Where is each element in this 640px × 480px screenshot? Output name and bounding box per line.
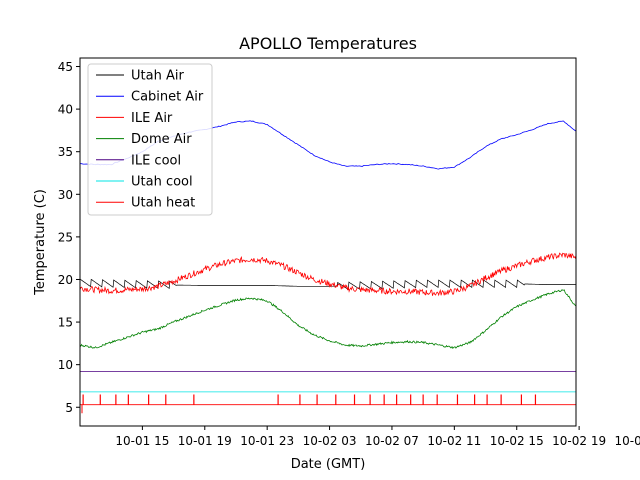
y-tick-label: 5 bbox=[65, 401, 73, 415]
x-tick-label: 10-01 23 bbox=[240, 434, 294, 448]
y-axis-label: Temperature (C) bbox=[33, 189, 48, 296]
x-tick-label: 10-02 15 bbox=[490, 434, 544, 448]
x-tick-label: 10-01 19 bbox=[178, 434, 232, 448]
legend-label: ILE Air bbox=[131, 111, 173, 126]
y-tick-label: 25 bbox=[58, 230, 73, 244]
x-tick-label: 10-02 23 bbox=[615, 434, 640, 448]
y-tick-label: 15 bbox=[58, 316, 73, 330]
legend-label: Utah heat bbox=[131, 196, 195, 211]
y-tick-label: 40 bbox=[58, 103, 73, 117]
x-tick-label: 10-02 03 bbox=[303, 434, 357, 448]
y-tick-label: 35 bbox=[58, 145, 73, 159]
axes-frame bbox=[79, 57, 577, 427]
legend-box bbox=[87, 63, 213, 216]
y-tick-label: 45 bbox=[58, 60, 73, 74]
legend-label: Utah cool bbox=[131, 175, 193, 190]
legend-label: Utah Air bbox=[131, 69, 184, 84]
legend-label: ILE cool bbox=[131, 153, 181, 168]
x-tick-label: 10-02 19 bbox=[552, 434, 606, 448]
y-tick-label: 30 bbox=[58, 188, 73, 202]
x-tick-label: 10-02 07 bbox=[365, 434, 419, 448]
axis-ticks: 5 10 15 20 25 30 35 40 45 10-01 15 10-01 19 10-01 2… bbox=[58, 60, 640, 448]
y-tick-label: 20 bbox=[58, 273, 73, 287]
chart-title: APOLLO Temperatures bbox=[239, 34, 417, 53]
legend-label: Cabinet Air bbox=[131, 90, 204, 105]
x-tick-label: 10-01 15 bbox=[115, 434, 169, 448]
legend: Utah Air Cabinet Air ILE Air Dome Air ILE co… bbox=[87, 63, 213, 216]
x-tick-label: 10-02 11 bbox=[427, 434, 481, 448]
legend-label: Dome Air bbox=[131, 132, 192, 147]
y-tick-label: 10 bbox=[58, 358, 73, 372]
series-dome-air bbox=[80, 289, 576, 349]
x-axis-label: Date (GMT) bbox=[291, 457, 366, 472]
series-ile-air bbox=[80, 252, 576, 297]
